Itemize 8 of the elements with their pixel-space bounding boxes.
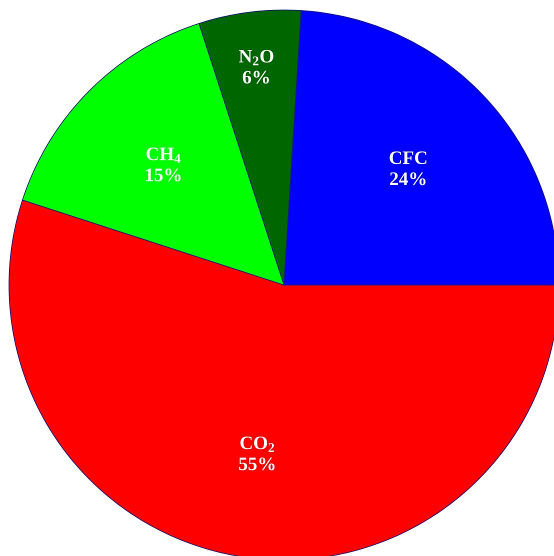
data-label: 15% (146, 168, 181, 182)
slice-label: N$_{2}$O (238, 50, 274, 66)
data-label: 24% (390, 172, 426, 186)
slice-label: CH$_{4}$ (146, 148, 181, 163)
slice-label: CO$_{2}$ (240, 436, 274, 452)
data-label: 6% (242, 70, 269, 84)
data-label: 55% (239, 457, 275, 470)
slice-label: CFC (390, 151, 426, 164)
